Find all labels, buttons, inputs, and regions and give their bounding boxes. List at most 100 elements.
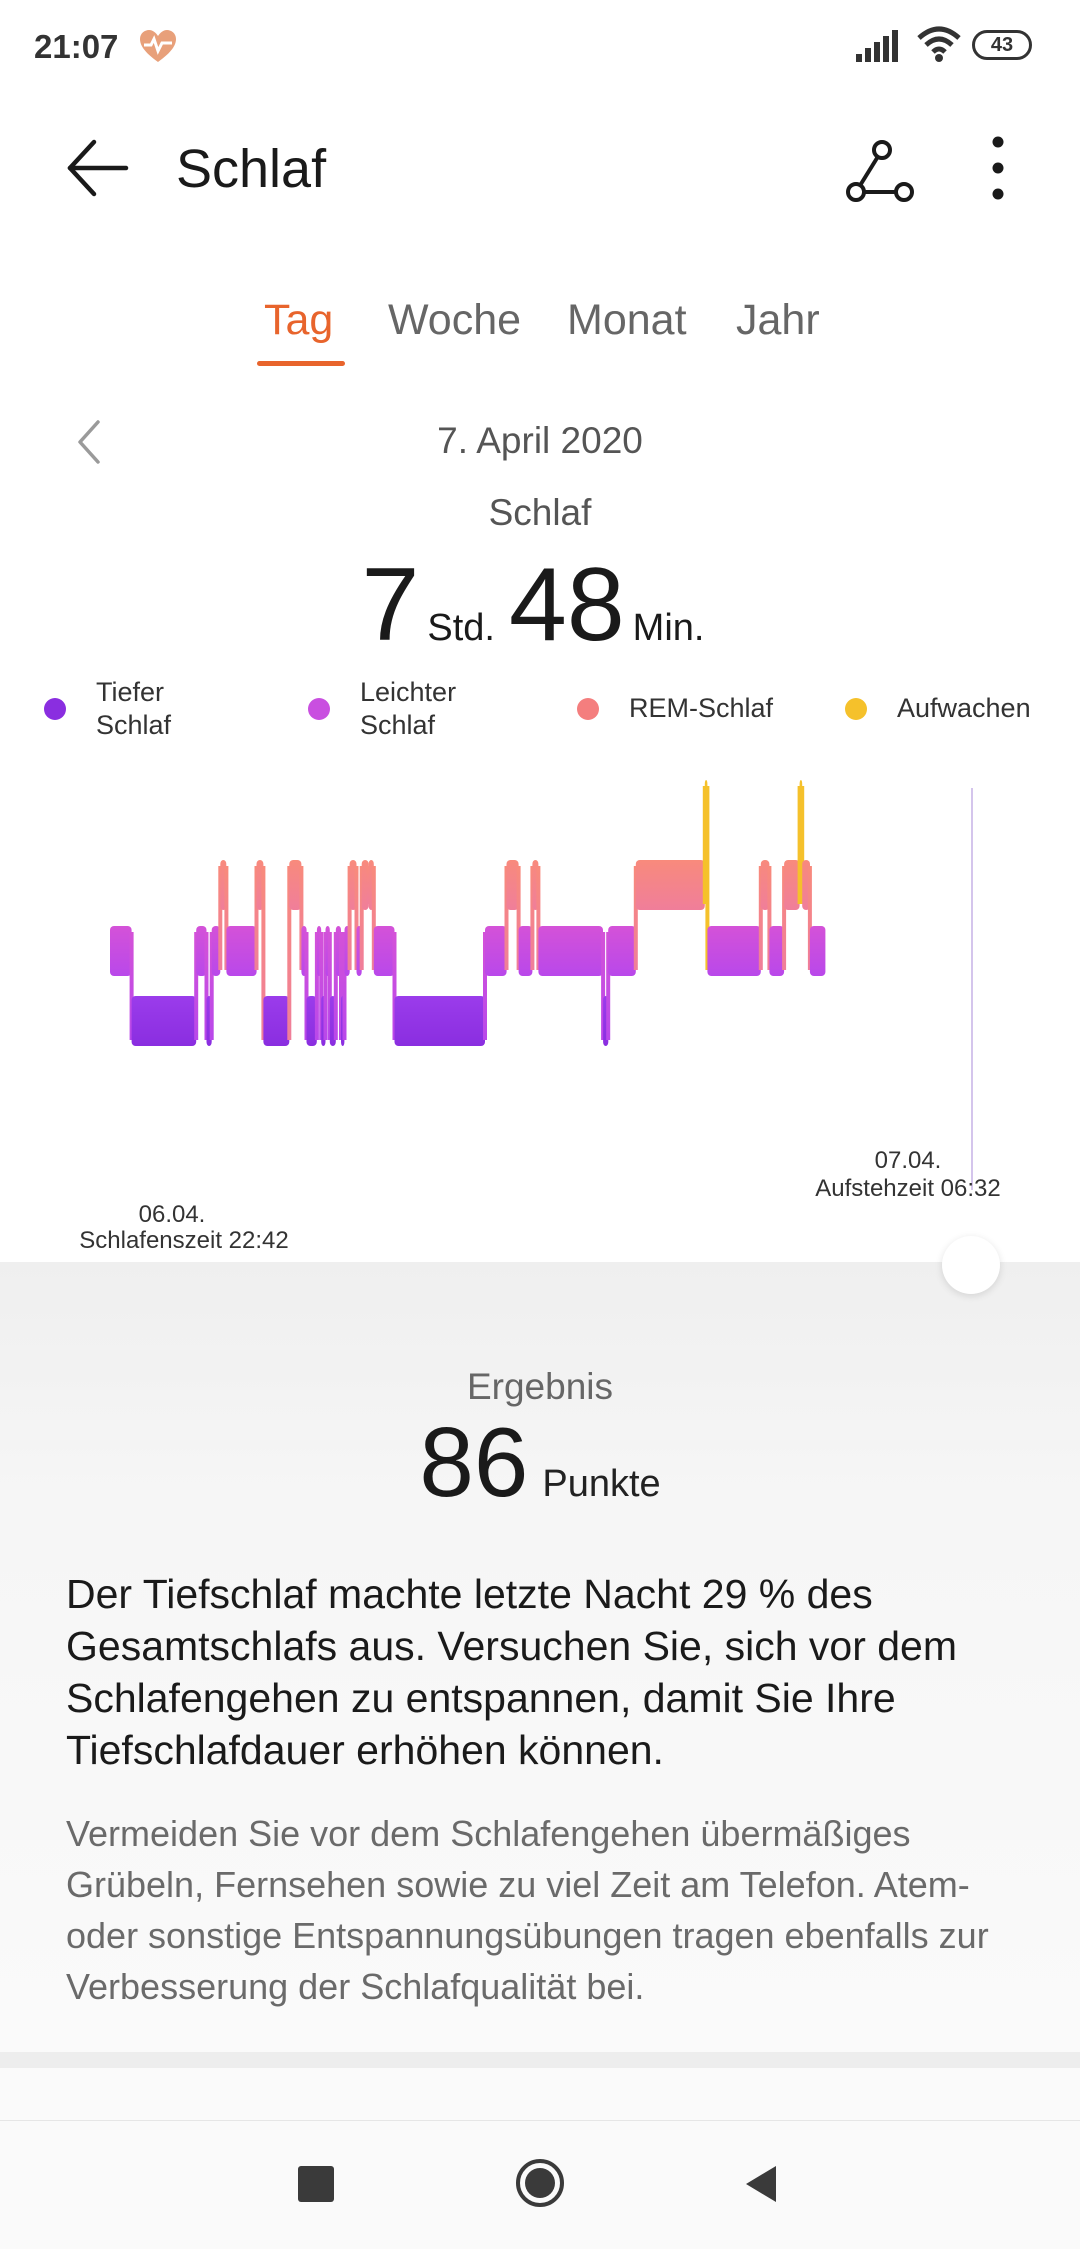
duration-hours-unit: Std. (427, 607, 495, 649)
timeline-slider-handle[interactable] (942, 1236, 1000, 1294)
sleep-segment-light (769, 926, 785, 976)
legend-awake-dot (845, 697, 867, 720)
recent-apps-button[interactable] (298, 2166, 334, 2202)
advice-summary: Der Tiefschlaf machte letzte Nacht 29 % … (66, 1571, 958, 1773)
sleep-transition (204, 932, 209, 1040)
sleep-transition (392, 932, 397, 1040)
share-icon[interactable] (840, 134, 916, 210)
sleep-transition (483, 932, 487, 1040)
sleep-transition (516, 866, 521, 970)
tab-year[interactable]: Jahr (736, 296, 820, 344)
sleep-transition (209, 932, 214, 1040)
sleep-transition (758, 866, 763, 970)
sleep-transition (287, 866, 292, 1040)
sleep-segment-rem (289, 860, 302, 910)
legend-light-sleep: Leichter Schlaf (308, 676, 456, 742)
legend-light-line2: Schlaf (360, 710, 436, 740)
sleep-transition (333, 932, 338, 1040)
sleep-segment-light (809, 926, 826, 976)
sleep-transition (254, 866, 259, 970)
sleep-transition (261, 866, 266, 1040)
legend-awake-label: Aufwachen (897, 693, 1031, 723)
sleep-transition (218, 866, 223, 970)
sleep-transition (299, 866, 304, 970)
sleep-transition (800, 786, 805, 904)
sleep-transition (129, 932, 134, 1040)
status-time: 21:07 (34, 28, 119, 65)
score-unit: Punkte (542, 1463, 661, 1505)
sleep-segment-deep (131, 996, 197, 1046)
legend-rem-dot (577, 697, 599, 720)
legend-light-sleep-label: Leichter Schlaf (360, 676, 456, 742)
sleep-segment-light (518, 926, 533, 976)
sleep-segment-rem (635, 860, 705, 910)
result-label: Ergebnis (466, 1366, 614, 1407)
sleep-segment-light (226, 926, 257, 976)
sleep-transition (354, 866, 359, 970)
sleep-transition (347, 866, 352, 970)
duration-minutes: 48 (508, 547, 625, 663)
more-options-icon[interactable] (960, 130, 1036, 206)
page-title: Schlaf (176, 139, 327, 199)
home-button[interactable] (514, 2157, 566, 2209)
chart-start-date: 06.04. (139, 1201, 206, 1228)
tab-month[interactable]: Monat (567, 296, 687, 344)
wifi-icon (917, 26, 961, 62)
back-arrow-icon[interactable] (60, 130, 136, 206)
sleep-segment-light (373, 926, 395, 976)
sleep-segment-light (707, 926, 761, 976)
sleep-transition (705, 786, 710, 970)
next-section-edge (0, 2068, 1080, 2120)
sleep-transition (371, 866, 376, 970)
sleep-transition (797, 786, 802, 904)
sleep-stage-chart[interactable]: 06.04. Schlafenszeit 22:42 07.04. Aufste… (0, 750, 1080, 1280)
sleep-transition (536, 866, 541, 970)
sleep-transition (342, 932, 347, 1040)
legend-awake: Aufwachen (845, 692, 1031, 725)
sleep-transition (782, 866, 787, 970)
legend-light-sleep-dot (308, 698, 330, 720)
tab-day[interactable]: Tag (264, 296, 334, 344)
legend-deep-sleep-dot (44, 698, 66, 720)
chevron-left-icon[interactable] (66, 414, 116, 470)
sleep-transition (702, 786, 707, 904)
duration-minutes-unit: Min. (632, 607, 705, 649)
section-divider (0, 2052, 1080, 2068)
sleep-transition (339, 932, 343, 1040)
sleep-segment-light (608, 926, 636, 976)
sleep-segment-deep (394, 996, 485, 1046)
tab-week[interactable]: Woche (388, 296, 522, 344)
sleep-transition (807, 866, 812, 970)
legend-rem-sleep: REM-Schlaf (577, 692, 773, 725)
sleep-segment-light (211, 926, 221, 976)
sleep-segment-light (485, 926, 507, 976)
legend-deep-line2: Schlaf (96, 710, 172, 740)
sleep-segment-light (538, 926, 603, 976)
chart-bedtime-label: Schlafenszeit 22:42 (79, 1227, 288, 1254)
sleep-duration: 7 Std. 48 Min. (0, 546, 1080, 665)
sleep-transition (319, 932, 324, 1040)
sleep-segment-deep (263, 996, 290, 1046)
heart-rate-icon (140, 30, 176, 62)
sleep-segment-deep (306, 996, 317, 1046)
active-tab-indicator (257, 361, 345, 366)
sleep-transition (327, 932, 332, 1040)
sleep-transition (601, 932, 606, 1040)
sleep-score: 86 Punkte (0, 1406, 1080, 1519)
back-triangle-icon[interactable] (742, 2164, 782, 2204)
sleep-segment-light (110, 926, 132, 976)
sleep-transition (194, 932, 199, 1040)
sleep-transition (323, 932, 328, 1040)
legend-deep-sleep: Tiefer Schlaf (44, 676, 171, 742)
sleep-summary-label: Schlaf (488, 492, 592, 533)
sleep-transition (359, 866, 364, 970)
sleep-transition (314, 932, 319, 1040)
sleep-transition (224, 866, 229, 970)
sleep-segment-light (196, 926, 207, 976)
date-label: 7. April 2020 (437, 420, 643, 461)
sleep-transition (530, 866, 535, 970)
advice-detail: Vermeiden Sie vor dem Schlafengehen über… (66, 1813, 989, 2007)
sleep-segment-rem (506, 860, 519, 910)
sleep-segment-rem (760, 860, 770, 910)
sleep-transition (767, 866, 772, 970)
